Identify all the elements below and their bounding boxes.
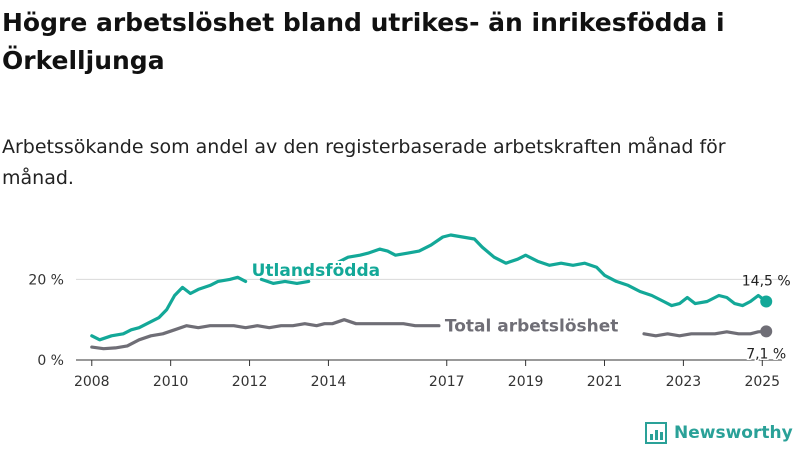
newsworthy-logo-icon (645, 422, 667, 444)
line-chart: 2008 2010 2012 2014 2017 2019 2021 2023 2025 0 %… (28, 233, 791, 390)
x-tick-label: 2014 (311, 374, 347, 390)
x-tick-label: 2019 (508, 374, 544, 390)
series-line-utlandsfodda (90, 233, 768, 342)
x-axis: 2008 2010 2012 2014 2017 2019 2021 2023 2025 (74, 359, 782, 390)
x-tick-label: 2010 (153, 374, 189, 390)
y-axis: 0 % 20 % (28, 272, 64, 369)
newsworthy-logo: Newsworthy (644, 420, 793, 446)
y-tick-label: 0 % (37, 353, 64, 369)
brand-name: Newsworthy (674, 423, 793, 443)
chart-title: Högre arbetslöshet bland utrikes- än inr… (2, 8, 725, 75)
series-line-total (90, 318, 768, 351)
x-tick-label: 2021 (587, 374, 623, 390)
x-tick-label: 2012 (232, 374, 268, 390)
y-tick-label: 20 % (28, 272, 64, 288)
series-label-utlandsfodda: Utlandsfödda (252, 261, 381, 281)
x-tick-label: 2025 (744, 374, 780, 390)
series-labels: Utlandsfödda Total arbetslöshet 14,5 % 7,1 … (250, 259, 791, 364)
series-lines (90, 233, 773, 351)
end-label-utlandsfodda: 14,5 % (742, 274, 791, 290)
x-tick-label: 2023 (666, 374, 702, 390)
end-point-total (760, 325, 773, 338)
end-label-total: 7,1 % (746, 346, 786, 362)
x-tick-label: 2017 (429, 374, 465, 390)
series-label-total: Total arbetslöshet (445, 317, 619, 337)
x-tick-label: 2008 (74, 374, 110, 390)
end-point-utlandsfodda (760, 295, 773, 308)
chart-subtitle: Arbetssökande som andel av den registerb… (2, 136, 726, 189)
